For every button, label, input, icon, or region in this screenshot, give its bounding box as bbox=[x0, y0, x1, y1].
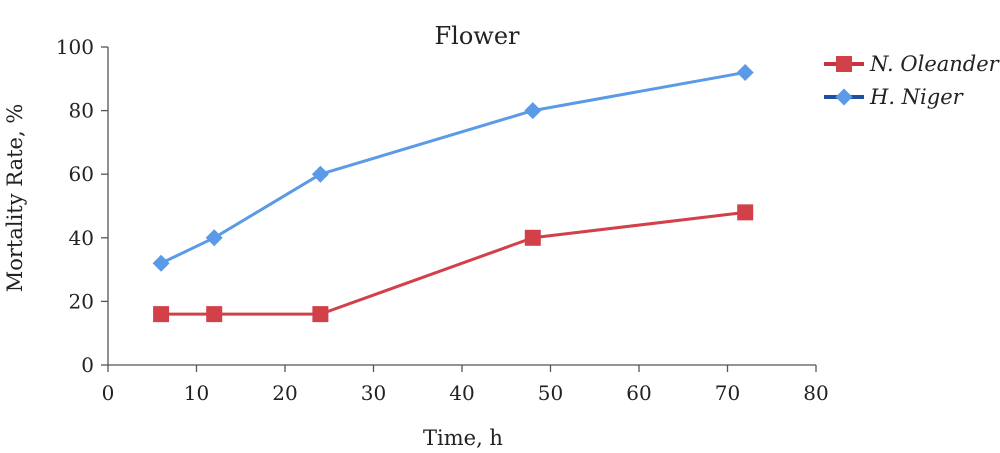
x-tick-label: 80 bbox=[803, 381, 828, 405]
data-point bbox=[736, 63, 754, 81]
y-axis-label: Mortality Rate, % bbox=[3, 104, 27, 293]
legend-item: N. Oleander bbox=[824, 52, 1000, 76]
legend: N. Oleander H. Niger bbox=[824, 52, 1000, 109]
data-point bbox=[524, 102, 542, 120]
x-tick-label: 40 bbox=[449, 381, 474, 405]
series-line bbox=[160, 70, 746, 265]
data-point bbox=[312, 306, 329, 323]
series-line bbox=[161, 210, 746, 316]
ticks: 0 10 20 30 40 50 60 70 80 0 20 40 60 80 100 bbox=[56, 35, 829, 405]
series-1 bbox=[152, 63, 754, 272]
y-tick-label: 100 bbox=[56, 35, 94, 59]
series-0 bbox=[153, 204, 754, 323]
data-point bbox=[152, 254, 170, 272]
x-tick-label: 10 bbox=[184, 381, 209, 405]
legend-label: N. Oleander bbox=[869, 52, 1000, 76]
x-tick-label: 70 bbox=[715, 381, 740, 405]
y-tick-label: 20 bbox=[69, 289, 94, 313]
x-tick-label: 30 bbox=[361, 381, 386, 405]
data-point bbox=[206, 306, 223, 323]
y-tick-label: 0 bbox=[81, 353, 94, 377]
legend-item: H. Niger bbox=[824, 85, 965, 109]
data-point bbox=[153, 306, 170, 323]
y-tick-label: 80 bbox=[69, 99, 94, 123]
x-tick-label: 20 bbox=[272, 381, 297, 405]
x-tick-label: 50 bbox=[538, 381, 563, 405]
x-axis-label: Time, h bbox=[423, 426, 503, 450]
data-point bbox=[205, 229, 223, 247]
x-tick-label: 0 bbox=[102, 381, 115, 405]
data-point bbox=[524, 229, 541, 246]
data-point bbox=[737, 204, 754, 221]
y-tick-label: 60 bbox=[69, 162, 94, 186]
series-layer bbox=[152, 63, 754, 323]
legend-label: H. Niger bbox=[869, 85, 965, 109]
legend-marker bbox=[836, 56, 852, 72]
chart-title: Flower bbox=[435, 22, 521, 50]
legend-marker bbox=[835, 88, 853, 106]
x-tick-label: 60 bbox=[626, 381, 651, 405]
y-tick-label: 40 bbox=[69, 226, 94, 250]
data-point bbox=[311, 165, 329, 183]
